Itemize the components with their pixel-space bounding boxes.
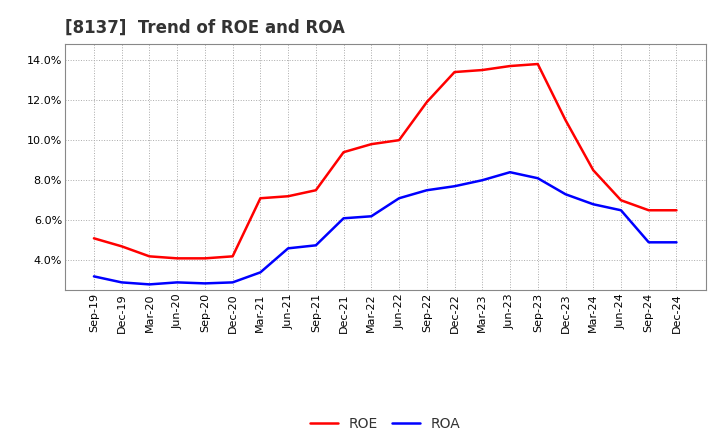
ROE — [117, 244, 126, 249]
Line: ROE: ROE — [94, 64, 677, 258]
ROE — [450, 70, 459, 75]
ROA — [367, 214, 376, 219]
ROA — [561, 191, 570, 197]
ROA — [534, 176, 542, 181]
ROA — [312, 243, 320, 248]
ROA — [201, 281, 210, 286]
ROE — [173, 256, 181, 261]
ROE — [89, 236, 98, 241]
ROA — [284, 246, 292, 251]
ROE — [201, 256, 210, 261]
ROE — [145, 254, 154, 259]
ROE — [505, 63, 514, 69]
ROA — [505, 169, 514, 175]
ROE — [367, 142, 376, 147]
ROA — [173, 280, 181, 285]
ROA — [616, 208, 625, 213]
ROE — [478, 67, 487, 73]
ROA — [89, 274, 98, 279]
ROA — [145, 282, 154, 287]
ROA — [450, 183, 459, 189]
ROA — [589, 202, 598, 207]
ROE — [616, 198, 625, 203]
Line: ROA: ROA — [94, 172, 677, 284]
ROE — [561, 117, 570, 123]
ROE — [312, 187, 320, 193]
ROE — [284, 194, 292, 199]
ROE — [534, 62, 542, 67]
ROA — [117, 280, 126, 285]
ROE — [644, 208, 653, 213]
ROA — [644, 240, 653, 245]
ROA — [395, 196, 403, 201]
ROE — [256, 196, 265, 201]
ROE — [672, 208, 681, 213]
ROA — [339, 216, 348, 221]
ROA — [228, 280, 237, 285]
ROA — [478, 178, 487, 183]
ROE — [423, 99, 431, 105]
ROA — [672, 240, 681, 245]
ROA — [423, 187, 431, 193]
ROE — [395, 138, 403, 143]
Legend: ROE, ROA: ROE, ROA — [305, 411, 466, 436]
ROE — [339, 150, 348, 155]
ROE — [589, 168, 598, 173]
Text: [8137]  Trend of ROE and ROA: [8137] Trend of ROE and ROA — [65, 19, 345, 37]
ROE — [228, 254, 237, 259]
ROA — [256, 270, 265, 275]
